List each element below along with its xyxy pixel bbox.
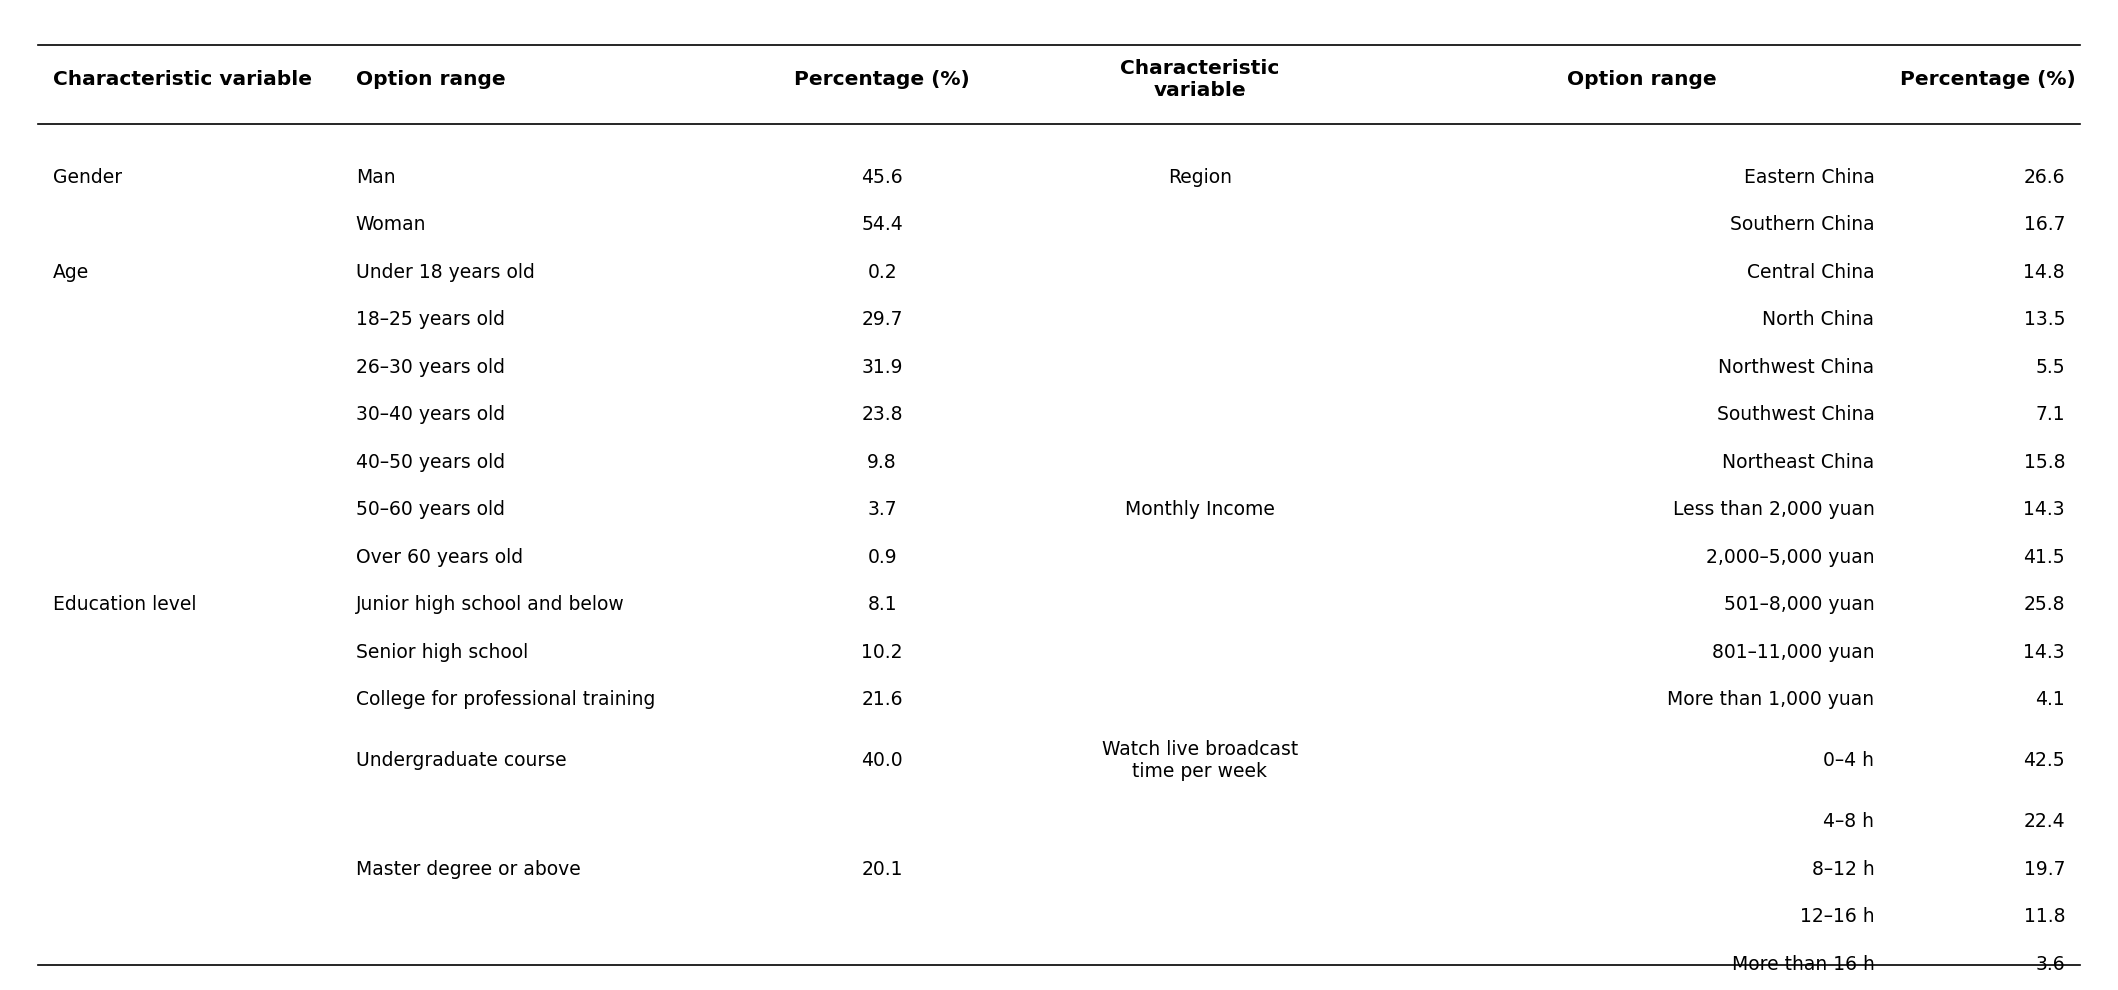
Text: 54.4: 54.4 <box>862 215 902 235</box>
Text: Gender: Gender <box>53 167 123 187</box>
Text: 25.8: 25.8 <box>2023 595 2065 615</box>
Text: 3.7: 3.7 <box>868 500 896 520</box>
Text: Percentage (%): Percentage (%) <box>1900 69 2076 89</box>
Text: Master degree or above: Master degree or above <box>356 859 580 879</box>
Text: 29.7: 29.7 <box>862 310 902 330</box>
Text: 8.1: 8.1 <box>868 595 896 615</box>
Text: More than 1,000 yuan: More than 1,000 yuan <box>1667 690 1874 710</box>
Text: 11.8: 11.8 <box>2023 907 2065 927</box>
Text: 4.1: 4.1 <box>2035 690 2065 710</box>
Text: Characteristic
variable: Characteristic variable <box>1120 58 1279 100</box>
Text: Education level: Education level <box>53 595 197 615</box>
Text: 16.7: 16.7 <box>2023 215 2065 235</box>
Text: Monthly Income: Monthly Income <box>1125 500 1275 520</box>
Text: 40.0: 40.0 <box>862 751 902 770</box>
Text: Southwest China: Southwest China <box>1716 405 1874 425</box>
Text: 31.9: 31.9 <box>862 357 902 377</box>
Text: 0.2: 0.2 <box>868 262 896 282</box>
Text: Percentage (%): Percentage (%) <box>794 69 970 89</box>
Text: 14.3: 14.3 <box>2023 643 2065 662</box>
Text: 4–8 h: 4–8 h <box>1824 812 1874 832</box>
Text: 42.5: 42.5 <box>2023 751 2065 770</box>
Text: More than 16 h: More than 16 h <box>1733 954 1874 974</box>
Text: 5.5: 5.5 <box>2035 357 2065 377</box>
Text: 9.8: 9.8 <box>868 452 896 472</box>
Text: Characteristic variable: Characteristic variable <box>53 69 311 89</box>
Text: College for professional training: College for professional training <box>356 690 654 710</box>
Text: 23.8: 23.8 <box>862 405 902 425</box>
Text: Over 60 years old: Over 60 years old <box>356 547 523 567</box>
Text: Watch live broadcast
time per week: Watch live broadcast time per week <box>1101 741 1298 781</box>
Text: 40–50 years old: 40–50 years old <box>356 452 504 472</box>
Text: Senior high school: Senior high school <box>356 643 527 662</box>
Text: Central China: Central China <box>1747 262 1874 282</box>
Text: 14.8: 14.8 <box>2023 262 2065 282</box>
Text: 13.5: 13.5 <box>2023 310 2065 330</box>
Text: 8–12 h: 8–12 h <box>1811 859 1874 879</box>
Text: 801–11,000 yuan: 801–11,000 yuan <box>1711 643 1874 662</box>
Text: Age: Age <box>53 262 89 282</box>
Text: Woman: Woman <box>356 215 426 235</box>
Text: Less than 2,000 yuan: Less than 2,000 yuan <box>1673 500 1874 520</box>
Text: 0–4 h: 0–4 h <box>1824 751 1874 770</box>
Text: 22.4: 22.4 <box>2023 812 2065 832</box>
Text: Man: Man <box>356 167 396 187</box>
Text: 14.3: 14.3 <box>2023 500 2065 520</box>
Text: 30–40 years old: 30–40 years old <box>356 405 504 425</box>
Text: Northeast China: Northeast China <box>1722 452 1874 472</box>
Text: Option range: Option range <box>356 69 506 89</box>
Text: 26–30 years old: 26–30 years old <box>356 357 504 377</box>
Text: 2,000–5,000 yuan: 2,000–5,000 yuan <box>1705 547 1874 567</box>
Text: 19.7: 19.7 <box>2023 859 2065 879</box>
Text: 50–60 years old: 50–60 years old <box>356 500 504 520</box>
Text: Northwest China: Northwest China <box>1718 357 1874 377</box>
Text: 21.6: 21.6 <box>862 690 902 710</box>
Text: 0.9: 0.9 <box>868 547 896 567</box>
Text: Under 18 years old: Under 18 years old <box>356 262 534 282</box>
Text: Option range: Option range <box>1567 69 1716 89</box>
Text: 26.6: 26.6 <box>2023 167 2065 187</box>
Text: 15.8: 15.8 <box>2023 452 2065 472</box>
Text: Southern China: Southern China <box>1730 215 1874 235</box>
Text: 7.1: 7.1 <box>2035 405 2065 425</box>
Text: 501–8,000 yuan: 501–8,000 yuan <box>1724 595 1874 615</box>
Text: 45.6: 45.6 <box>862 167 902 187</box>
Text: Eastern China: Eastern China <box>1743 167 1874 187</box>
Text: 20.1: 20.1 <box>862 859 902 879</box>
Text: Junior high school and below: Junior high school and below <box>356 595 625 615</box>
Text: 18–25 years old: 18–25 years old <box>356 310 504 330</box>
Text: Region: Region <box>1167 167 1233 187</box>
Text: North China: North China <box>1762 310 1874 330</box>
Text: 10.2: 10.2 <box>862 643 902 662</box>
Text: Undergraduate course: Undergraduate course <box>356 751 566 770</box>
Text: 12–16 h: 12–16 h <box>1800 907 1874 927</box>
Text: 3.6: 3.6 <box>2035 954 2065 974</box>
Text: 41.5: 41.5 <box>2023 547 2065 567</box>
